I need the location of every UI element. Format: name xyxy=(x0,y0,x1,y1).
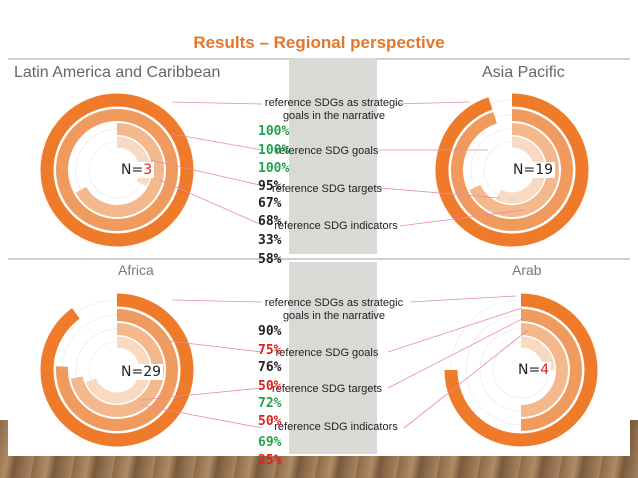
n-prefix: N= xyxy=(121,364,144,380)
n-label-africa: N=29 xyxy=(119,364,164,380)
pct-ar-indicators: 25% xyxy=(258,453,282,468)
pct-lac-indicators: 33% xyxy=(258,233,282,248)
arab-ring-1 xyxy=(444,293,598,447)
n-prefix: N= xyxy=(513,162,536,178)
caption-goals-top: reference SDG goals xyxy=(275,145,379,157)
n-value: 4 xyxy=(540,362,550,378)
latin-america-ring-2 xyxy=(56,109,178,231)
connector-lines xyxy=(139,101,529,429)
pct-af-goals: 76% xyxy=(258,360,282,375)
pct-lac-targets: 100% xyxy=(258,161,290,176)
region-name-arab: Arab xyxy=(512,262,542,278)
n-label-latin-america: N=3 xyxy=(119,162,155,178)
n-label-arab: N=4 xyxy=(516,362,552,378)
caption-goals-bottom: reference SDG goals xyxy=(275,347,379,359)
donut-latin-america xyxy=(40,93,194,247)
asia-pacific-ring-3 xyxy=(469,123,559,217)
pct-ap-targets: 68% xyxy=(258,214,282,229)
arab-ring-2 xyxy=(520,309,582,431)
pct-lac-strategic: 100% xyxy=(258,124,290,139)
caption-strategic-bottom: reference SDGs as strategic goals in the… xyxy=(264,297,404,322)
latin-america-ring-1 xyxy=(40,93,194,247)
caption-targets-bottom: reference SDG targets xyxy=(271,383,383,395)
pct-lac-goals: 100% xyxy=(258,143,290,158)
pct-ar-strategic: 75% xyxy=(258,343,282,358)
slide-title: Results – Regional perspective xyxy=(193,33,445,52)
center-bar-top xyxy=(289,58,377,254)
pct-af-indicators: 69% xyxy=(258,435,282,450)
asia-pacific-ring-2 xyxy=(451,109,573,231)
pct-ap-indicators: 58% xyxy=(258,252,282,267)
africa-ring-3 xyxy=(70,323,164,417)
pct-lac-targets-2: 67% xyxy=(258,196,282,211)
donut-africa xyxy=(40,293,194,447)
africa-ring-4 xyxy=(85,336,151,404)
n-label-asia-pacific: N=19 xyxy=(511,162,556,178)
n-value: 19 xyxy=(535,162,554,178)
pct-ar-goals: 50% xyxy=(258,379,282,394)
n-prefix: N= xyxy=(121,162,144,178)
pct-af-strategic: 90% xyxy=(258,324,282,339)
pct-ap-goals: 95% xyxy=(258,179,282,194)
region-name-africa: Africa xyxy=(118,262,154,278)
center-bar-bottom xyxy=(289,262,377,454)
arab-ring-3 xyxy=(520,323,568,417)
caption-indicators-top: reference SDG indicators xyxy=(274,220,398,232)
n-prefix: N= xyxy=(518,362,541,378)
n-value: 29 xyxy=(143,364,162,380)
caption-targets-top: reference SDG targets xyxy=(271,183,383,195)
pct-ar-targets: 50% xyxy=(258,414,282,429)
caption-indicators-bottom: reference SDG indicators xyxy=(274,421,398,433)
region-name-latin-america: Latin America and Caribbean xyxy=(14,64,221,81)
caption-strategic-top: reference SDGs as strategic goals in the… xyxy=(264,97,404,122)
africa-ring-1 xyxy=(40,293,194,447)
region-name-asia-pacific: Asia Pacific xyxy=(482,64,565,81)
latin-america-ring-3 xyxy=(75,123,164,217)
asia-pacific-ring-1 xyxy=(435,93,589,247)
n-value: 3 xyxy=(143,162,153,178)
africa-ring-2 xyxy=(56,309,178,431)
pct-af-targets: 72% xyxy=(258,396,282,411)
